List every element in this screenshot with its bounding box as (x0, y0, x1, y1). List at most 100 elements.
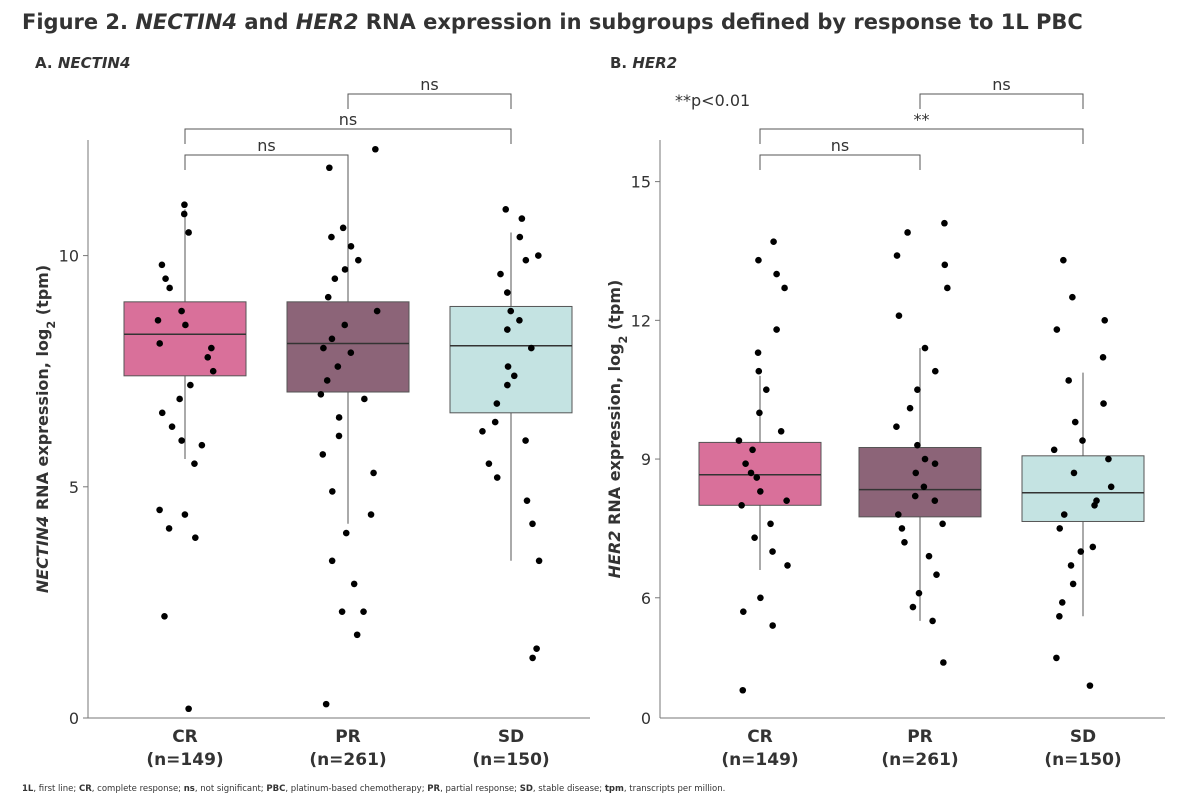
data-point (931, 497, 939, 504)
data-point (339, 224, 347, 232)
data-point (161, 612, 168, 620)
data-point (178, 437, 185, 444)
data-point (915, 589, 923, 597)
data-point (1086, 682, 1094, 689)
data-point (920, 483, 928, 491)
data-point (181, 511, 189, 518)
text-part: , platinum-based chemotherapy; (285, 784, 427, 794)
data-point (370, 469, 377, 477)
data-point (181, 201, 188, 209)
data-point (1089, 543, 1097, 551)
significance-bracket (347, 93, 512, 109)
data-point (529, 654, 536, 662)
data-point (1100, 400, 1107, 407)
data-point (1067, 562, 1075, 569)
text-part: (tpm) (33, 265, 52, 321)
text-part: (tpm) (605, 280, 624, 336)
annotation: **p<0.01 (675, 91, 750, 110)
box (123, 301, 247, 377)
x-tick-sublabel: (n=149) (146, 750, 223, 770)
data-point (485, 460, 493, 467)
text-part: 2 (45, 321, 58, 329)
data-point (497, 270, 504, 278)
data-point (493, 400, 501, 407)
footnote: 1L, first line; CR, complete response; n… (22, 784, 725, 794)
text-part: NECTIN4 (33, 516, 52, 593)
data-point (739, 686, 747, 694)
data-point (1101, 317, 1109, 324)
data-point (334, 363, 342, 370)
data-point (941, 261, 949, 269)
data-point (328, 233, 335, 241)
data-point (198, 441, 206, 449)
significance-bracket (184, 128, 512, 144)
data-point (770, 238, 777, 246)
panel-title: A. NECTIN4 (35, 54, 130, 72)
data-point (904, 229, 911, 236)
data-point (178, 307, 185, 315)
data-point (158, 261, 166, 269)
text-part: A. (35, 54, 58, 72)
data-point (914, 441, 921, 449)
data-point (921, 344, 929, 352)
data-point (1070, 469, 1078, 477)
data-point (367, 511, 375, 518)
data-point (742, 460, 749, 467)
y-tick-label: 5 (69, 478, 79, 497)
data-point (329, 488, 336, 495)
data-point (529, 520, 536, 528)
data-point (185, 705, 192, 713)
data-point (503, 289, 511, 296)
text-part: 2 (617, 336, 630, 344)
data-point (1069, 293, 1076, 301)
data-point (372, 145, 379, 153)
data-point (165, 525, 173, 532)
data-point (335, 414, 343, 421)
y-tick-label: 0 (69, 709, 79, 728)
data-point (767, 520, 774, 528)
data-point (1056, 612, 1063, 620)
data-point (901, 538, 908, 546)
y-tick-label: 10 (59, 247, 79, 266)
y-axis-label: NECTIN4 RNA expression, log2 (tpm) (33, 265, 58, 593)
text-part: B. (610, 54, 632, 72)
x-tick-label: PR (335, 727, 361, 747)
data-point (763, 386, 770, 393)
x-tick-sublabel: (n=261) (881, 750, 958, 770)
data-point (502, 206, 510, 213)
data-point (1105, 455, 1112, 463)
data-point (921, 455, 929, 463)
data-point (749, 446, 756, 454)
data-point (773, 326, 780, 333)
box (858, 446, 982, 518)
text-part: , complete response; (92, 784, 184, 794)
data-point (738, 501, 745, 509)
text-part: CR (79, 784, 92, 794)
data-point (373, 307, 381, 315)
data-point (209, 367, 217, 375)
data-point (522, 256, 530, 264)
text-part: , not significant; (195, 784, 266, 794)
text-part: HER2 (296, 10, 359, 34)
data-point (940, 659, 947, 666)
significance-label: ns (339, 110, 357, 129)
significance-bracket (919, 93, 1084, 109)
data-point (535, 557, 543, 565)
y-tick-label: 12 (631, 311, 651, 330)
text-part: RNA expression, log (605, 343, 624, 530)
data-point (192, 534, 199, 541)
data-point (326, 164, 333, 172)
data-point (1077, 548, 1085, 555)
data-point (912, 469, 920, 477)
data-point (360, 608, 367, 615)
significance-bracket (759, 154, 921, 170)
data-point (783, 497, 790, 504)
text-part: HER2 (605, 531, 624, 579)
data-point (528, 344, 535, 352)
text-part: tpm (605, 784, 624, 794)
text-part: , first line; (33, 784, 79, 794)
x-tick-label: CR (172, 727, 198, 747)
data-point (751, 534, 758, 541)
data-point (941, 219, 948, 227)
